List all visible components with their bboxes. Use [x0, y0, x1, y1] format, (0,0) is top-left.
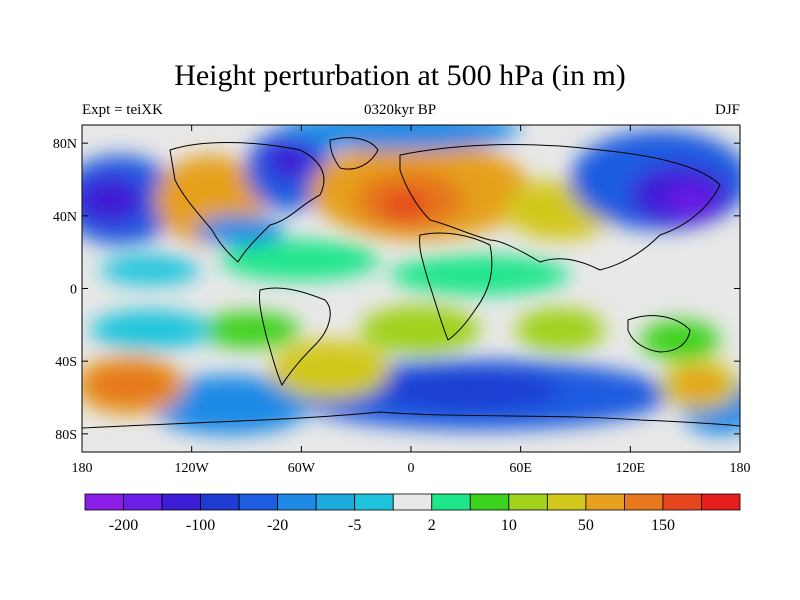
season-label: DJF — [714, 102, 740, 118]
colorbar-swatch — [546, 493, 587, 511]
colorbar-swatch — [392, 493, 433, 511]
colorbar-label: -200 — [109, 517, 138, 534]
colorbar-swatch — [354, 493, 394, 511]
x-tick-label: 0 — [408, 461, 415, 476]
y-axis-ticks: 80N 40N 0 40S 80S — [53, 137, 740, 443]
experiment-label: Expt = teiXK — [82, 102, 163, 118]
x-tick-label: 180 — [72, 461, 93, 476]
colorbar-label: -20 — [267, 517, 288, 534]
colorbar-swatch — [200, 493, 240, 511]
y-tick-label: 40S — [55, 355, 77, 370]
x-tick-label: 120E — [616, 461, 646, 476]
colorbar: -200 -100 -20 -5 2 10 50 150 — [84, 493, 741, 534]
colorbar-swatch — [238, 493, 279, 511]
antarctica-coast — [82, 411, 740, 429]
x-tick-label: 60E — [509, 461, 532, 476]
colorbar-label: -100 — [186, 517, 215, 534]
colorbar-swatch — [701, 493, 741, 511]
x-tick-label: 120W — [175, 461, 210, 476]
y-tick-label: 80S — [55, 428, 77, 443]
time-label: 0320kyr BP — [363, 102, 437, 118]
colorbar-swatch — [624, 493, 664, 511]
x-tick-label: 180 — [730, 461, 751, 476]
colorbar-label: -5 — [348, 517, 361, 534]
colorbar-label: 50 — [578, 517, 594, 534]
x-axis-ticks: 180 120W 60W 0 60E 120E 180 — [72, 125, 751, 476]
colorbar-label: 150 — [651, 517, 675, 534]
colorbar-swatch — [315, 493, 356, 511]
colorbar-label: 2 — [428, 517, 436, 534]
y-tick-label: 0 — [70, 283, 77, 298]
y-tick-label: 80N — [53, 137, 77, 152]
colorbar-swatch — [662, 493, 702, 511]
south-america-coast — [259, 287, 331, 387]
africa-coast — [419, 232, 493, 341]
colorbar-swatch — [161, 493, 201, 511]
colorbar-swatch — [431, 493, 471, 511]
coastlines — [82, 137, 740, 429]
greenland-coast — [329, 137, 379, 170]
eurasia-coast — [399, 144, 721, 271]
australia-coast — [627, 315, 691, 353]
map-title: Height perturbation at 500 hPa (in m) — [174, 59, 626, 92]
colorbar-swatch — [469, 493, 510, 511]
colorbar-swatch — [508, 493, 548, 511]
colorbar-swatch — [585, 493, 625, 511]
colorbar-swatch — [84, 493, 124, 511]
contour-field — [82, 125, 740, 452]
x-tick-label: 60W — [288, 461, 316, 476]
y-tick-label: 40N — [53, 210, 77, 225]
colorbar-swatch — [277, 493, 317, 511]
colorbar-label: 10 — [501, 517, 517, 534]
colorbar-swatch — [123, 493, 163, 511]
north-america-coast — [169, 142, 325, 263]
